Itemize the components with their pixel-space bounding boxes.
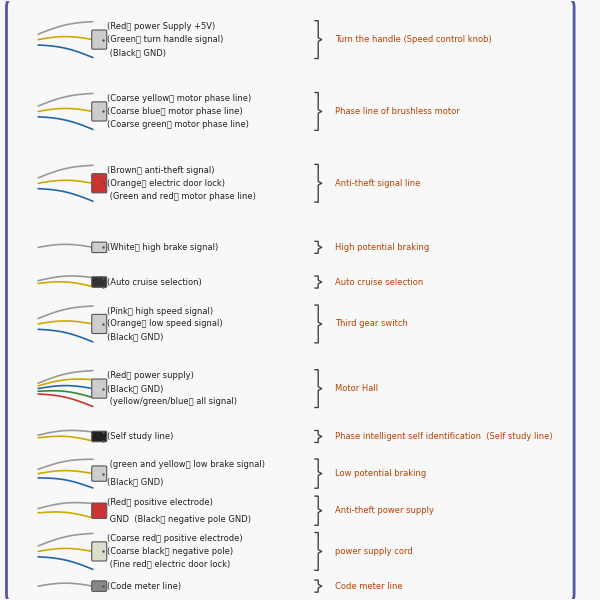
Text: Motor Hall: Motor Hall: [335, 384, 378, 393]
Text: Turn the handle (Speed control knob): Turn the handle (Speed control knob): [335, 35, 491, 44]
Text: Phase line of brushless motor: Phase line of brushless motor: [335, 107, 460, 116]
FancyBboxPatch shape: [7, 0, 574, 600]
Text: Anti-theft power supply: Anti-theft power supply: [335, 506, 434, 515]
Text: Phase intelligent self identification  (Self study line): Phase intelligent self identification (S…: [335, 432, 553, 441]
FancyBboxPatch shape: [92, 173, 107, 193]
Text: (Brown： anti-theft signal): (Brown： anti-theft signal): [107, 166, 215, 175]
Text: power supply cord: power supply cord: [335, 547, 413, 556]
FancyBboxPatch shape: [92, 581, 107, 592]
Text: (green and yellow： low brake signal): (green and yellow： low brake signal): [107, 460, 265, 469]
Text: Low potential braking: Low potential braking: [335, 469, 426, 478]
Text: (yellow/green/blue： all signal): (yellow/green/blue： all signal): [107, 397, 238, 406]
Text: Code meter line: Code meter line: [335, 581, 403, 590]
Text: Third gear switch: Third gear switch: [335, 319, 408, 328]
Text: (Coarse yellow： motor phase line): (Coarse yellow： motor phase line): [107, 94, 251, 103]
Text: (Orange： electric door lock): (Orange： electric door lock): [107, 179, 226, 188]
Text: (Coarse black： negative pole): (Coarse black： negative pole): [107, 547, 233, 556]
FancyBboxPatch shape: [92, 542, 107, 561]
FancyBboxPatch shape: [92, 277, 107, 287]
Text: (Orange： low speed signal): (Orange： low speed signal): [107, 319, 223, 328]
Text: (Fine red： electric door lock): (Fine red： electric door lock): [107, 560, 230, 569]
Text: (Coarse green： motor phase line): (Coarse green： motor phase line): [107, 120, 249, 129]
Text: (Pink： high speed signal): (Pink： high speed signal): [107, 307, 214, 316]
Text: (Black： GND): (Black： GND): [107, 332, 164, 341]
Text: (Black： GND): (Black： GND): [107, 384, 164, 393]
Text: GND  (Black： negative pole GND): GND (Black： negative pole GND): [107, 515, 251, 524]
Text: (Green： turn handle signal): (Green： turn handle signal): [107, 35, 224, 44]
Text: Auto cruise selection: Auto cruise selection: [335, 278, 423, 287]
Text: (Black： GND): (Black： GND): [107, 48, 166, 57]
Text: High potential braking: High potential braking: [335, 243, 429, 252]
FancyBboxPatch shape: [92, 242, 107, 253]
Text: (Red： power Supply +5V): (Red： power Supply +5V): [107, 22, 215, 31]
Text: (White： high brake signal): (White： high brake signal): [107, 243, 218, 252]
FancyBboxPatch shape: [92, 431, 107, 442]
Text: (Self study line): (Self study line): [107, 432, 173, 441]
Text: (Red： positive electrode): (Red： positive electrode): [107, 497, 213, 506]
Text: (Red： power supply): (Red： power supply): [107, 371, 194, 380]
Text: (Coarse blue： motor phase line): (Coarse blue： motor phase line): [107, 107, 243, 116]
Text: (Black： GND): (Black： GND): [107, 478, 164, 487]
Text: (Code meter line): (Code meter line): [107, 581, 181, 590]
Text: Anti-theft signal line: Anti-theft signal line: [335, 179, 421, 188]
Text: (Coarse red： positive electrode): (Coarse red： positive electrode): [107, 534, 243, 543]
FancyBboxPatch shape: [92, 379, 107, 398]
Text: (Auto cruise selection): (Auto cruise selection): [107, 278, 202, 287]
FancyBboxPatch shape: [92, 503, 107, 518]
FancyBboxPatch shape: [92, 314, 107, 334]
FancyBboxPatch shape: [92, 466, 107, 481]
FancyBboxPatch shape: [92, 30, 107, 49]
Text: (Green and red： motor phase line): (Green and red： motor phase line): [107, 192, 256, 201]
FancyBboxPatch shape: [92, 102, 107, 121]
